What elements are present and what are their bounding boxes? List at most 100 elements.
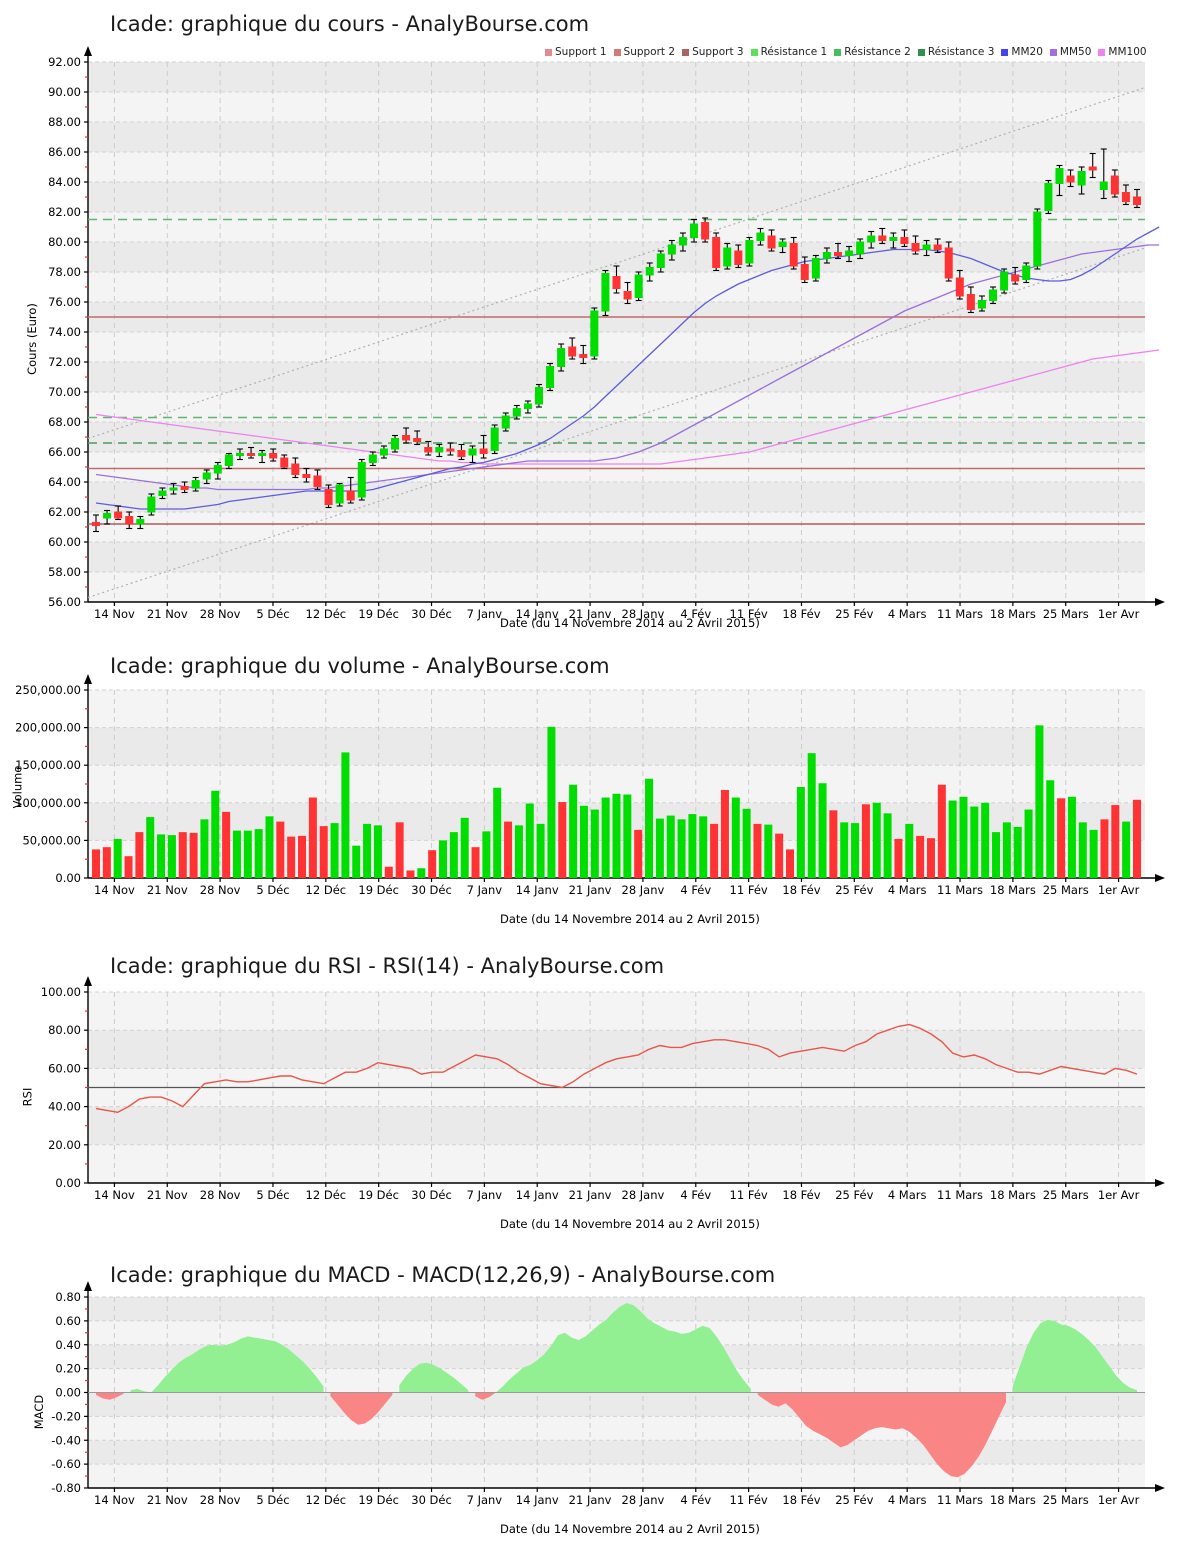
svg-text:28 Janv: 28 Janv: [622, 1188, 665, 1202]
svg-text:88.00: 88.00: [48, 115, 81, 129]
legend-entry-r-sistance-3[interactable]: Résistance 3: [917, 46, 994, 58]
legend-entry-support-1[interactable]: Support 1: [545, 46, 607, 58]
svg-text:0.20: 0.20: [55, 1362, 81, 1376]
svg-text:21 Nov: 21 Nov: [147, 883, 188, 897]
svg-text:28 Nov: 28 Nov: [200, 607, 241, 621]
svg-text:28 Nov: 28 Nov: [200, 1188, 241, 1202]
svg-text:1er Avr: 1er Avr: [1098, 883, 1140, 897]
svg-text:4 Mars: 4 Mars: [888, 1493, 927, 1507]
svg-text:25 Mars: 25 Mars: [1043, 883, 1089, 897]
svg-text:25 Mars: 25 Mars: [1043, 607, 1089, 621]
svg-text:80.00: 80.00: [48, 1023, 81, 1037]
legend-entry-support-3[interactable]: Support 3: [682, 46, 744, 58]
legend-swatch-icon: [1049, 48, 1057, 56]
svg-text:11 Mars: 11 Mars: [937, 883, 983, 897]
legend-swatch-icon: [1098, 48, 1106, 56]
svg-text:14 Janv: 14 Janv: [516, 1493, 559, 1507]
svg-text:86.00: 86.00: [48, 145, 81, 159]
legend-swatch-icon: [613, 48, 621, 56]
svg-text:100.00: 100.00: [41, 985, 81, 999]
svg-text:25 Fév: 25 Fév: [835, 607, 873, 621]
svg-text:11 Mars: 11 Mars: [937, 1493, 983, 1507]
svg-text:11 Fév: 11 Fév: [730, 607, 768, 621]
svg-text:58.00: 58.00: [48, 565, 81, 579]
svg-text:4 Fév: 4 Fév: [680, 1188, 711, 1202]
svg-text:82.00: 82.00: [48, 205, 81, 219]
svg-text:1er Avr: 1er Avr: [1098, 1188, 1140, 1202]
svg-text:18 Fév: 18 Fév: [782, 883, 820, 897]
svg-text:70.00: 70.00: [48, 385, 81, 399]
svg-text:14 Janv: 14 Janv: [516, 607, 559, 621]
svg-text:30 Déc: 30 Déc: [411, 883, 452, 897]
svg-text:12 Déc: 12 Déc: [306, 607, 347, 621]
svg-text:7 Janv: 7 Janv: [467, 1188, 503, 1202]
legend-entry-r-sistance-2[interactable]: Résistance 2: [834, 46, 911, 58]
legend-label: MM20: [1011, 46, 1043, 58]
legend-entry-support-2[interactable]: Support 2: [613, 46, 675, 58]
svg-text:19 Déc: 19 Déc: [358, 1493, 399, 1507]
svg-text:25 Mars: 25 Mars: [1043, 1188, 1089, 1202]
svg-text:18 Fév: 18 Fév: [782, 1188, 820, 1202]
svg-text:-0.60: -0.60: [51, 1457, 81, 1471]
volume-chart-panel: Icade: graphique du volume - AnalyBourse…: [0, 640, 1200, 940]
svg-text:11 Fév: 11 Fév: [730, 1188, 768, 1202]
svg-text:0.00: 0.00: [55, 1386, 81, 1400]
svg-text:14 Nov: 14 Nov: [94, 607, 135, 621]
svg-text:19 Déc: 19 Déc: [358, 1188, 399, 1202]
rsi-chart-panel: Icade: graphique du RSI - RSI(14) - Anal…: [0, 940, 1200, 1245]
svg-text:0.60: 0.60: [55, 1314, 81, 1328]
svg-text:76.00: 76.00: [48, 295, 81, 309]
price-plot-area: 56.00 58.00 60.00 62.00 64.00 66.00 68.00 70.00…: [0, 0, 1200, 640]
svg-text:1er Avr: 1er Avr: [1098, 607, 1140, 621]
svg-text:21 Janv: 21 Janv: [569, 1188, 612, 1202]
svg-text:40.00: 40.00: [48, 1100, 81, 1114]
svg-text:84.00: 84.00: [48, 175, 81, 189]
price-chart-title: Icade: graphique du cours - AnalyBourse.…: [110, 12, 590, 36]
svg-text:11 Mars: 11 Mars: [937, 1188, 983, 1202]
svg-text:1er Avr: 1er Avr: [1098, 1493, 1140, 1507]
svg-text:60.00: 60.00: [48, 535, 81, 549]
legend-entry-r-sistance-1[interactable]: Résistance 1: [750, 46, 827, 58]
svg-text:19 Déc: 19 Déc: [358, 607, 399, 621]
legend-label: Support 1: [555, 46, 607, 58]
svg-text:25 Fév: 25 Fév: [835, 1493, 873, 1507]
svg-text:64.00: 64.00: [48, 475, 81, 489]
svg-text:28 Nov: 28 Nov: [200, 1493, 241, 1507]
volume-plot-area: 0.00 50,000.00 100,000.00 150,000.00 200,000…: [0, 640, 1200, 940]
svg-text:0.00: 0.00: [55, 1176, 81, 1190]
svg-text:14 Nov: 14 Nov: [94, 1188, 135, 1202]
svg-text:14 Janv: 14 Janv: [516, 1188, 559, 1202]
svg-text:25 Mars: 25 Mars: [1043, 1493, 1089, 1507]
svg-text:-0.20: -0.20: [51, 1409, 81, 1423]
svg-text:250,000.00: 250,000.00: [15, 683, 81, 697]
svg-text:7 Janv: 7 Janv: [467, 883, 503, 897]
svg-text:150,000.00: 150,000.00: [15, 758, 81, 772]
legend-label: Résistance 2: [844, 46, 911, 58]
svg-text:11 Mars: 11 Mars: [937, 607, 983, 621]
legend-entry-mm20[interactable]: MM20: [1001, 46, 1043, 58]
svg-text:78.00: 78.00: [48, 265, 81, 279]
svg-text:14 Janv: 14 Janv: [516, 883, 559, 897]
legend-entry-mm100[interactable]: MM100: [1098, 46, 1147, 58]
price-chart-legend: Support 1 Support 2 Support 3 Résistance 1 R…: [545, 46, 1151, 58]
svg-text:0.40: 0.40: [55, 1338, 81, 1352]
svg-text:21 Nov: 21 Nov: [147, 1188, 188, 1202]
svg-text:5 Déc: 5 Déc: [256, 1493, 289, 1507]
svg-text:28 Janv: 28 Janv: [622, 607, 665, 621]
svg-text:28 Janv: 28 Janv: [622, 1493, 665, 1507]
svg-text:4 Mars: 4 Mars: [888, 1188, 927, 1202]
svg-text:21 Janv: 21 Janv: [569, 883, 612, 897]
macd-chart-title: Icade: graphique du MACD - MACD(12,26,9)…: [110, 1263, 776, 1287]
legend-entry-mm50[interactable]: MM50: [1049, 46, 1091, 58]
legend-swatch-icon: [682, 48, 690, 56]
svg-text:4 Fév: 4 Fév: [680, 883, 711, 897]
svg-text:62.00: 62.00: [48, 505, 81, 519]
svg-text:0.80: 0.80: [55, 1290, 81, 1304]
svg-text:4 Mars: 4 Mars: [888, 883, 927, 897]
rsi-plot-area: 0.00 20.00 40.00 60.00 80.00 100.00 14 Nov 21 N…: [0, 940, 1200, 1245]
svg-text:-0.40: -0.40: [51, 1433, 81, 1447]
volume-x-axis-title: Date (du 14 Novembre 2014 au 2 Avril 201…: [500, 912, 760, 926]
svg-text:28 Janv: 28 Janv: [622, 883, 665, 897]
svg-text:20.00: 20.00: [48, 1138, 81, 1152]
svg-text:68.00: 68.00: [48, 415, 81, 429]
